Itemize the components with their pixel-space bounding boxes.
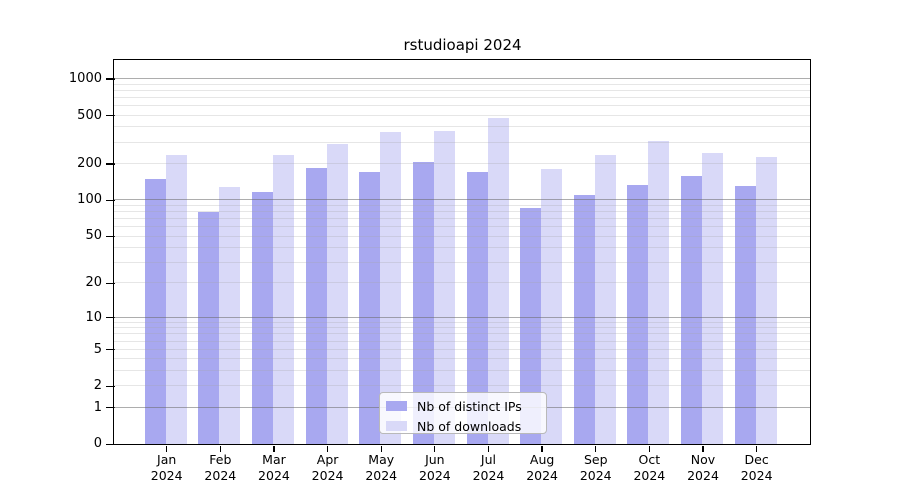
- bar-downloads-mar: [273, 155, 295, 444]
- x-tick: [755, 445, 758, 452]
- y-tick: [105, 407, 115, 409]
- bar-downloads-apr: [326, 144, 348, 444]
- bar-ips-jun: [412, 161, 434, 444]
- x-tick-label-sep: Sep 2024: [579, 452, 612, 483]
- bar-downloads-dec: [755, 157, 777, 444]
- x-tick: [326, 445, 329, 452]
- y-tick: [105, 78, 115, 80]
- y-tick-label: 0: [93, 436, 102, 452]
- y-tick-label: 100: [77, 192, 102, 208]
- y-tick-label: 5: [93, 341, 102, 357]
- y-tick-label: 1: [93, 399, 102, 415]
- bar-downloads-oct: [648, 140, 670, 444]
- bar-downloads-feb: [219, 186, 241, 444]
- x-tick-label-nov: Nov 2024: [687, 452, 719, 483]
- y-tick-label: 200: [77, 155, 102, 171]
- x-tick-label-dec: Dec 2024: [740, 452, 773, 483]
- x-tick: [702, 445, 704, 452]
- x-tick-label-mar: Mar 2024: [258, 452, 290, 483]
- bar-ips-apr: [305, 168, 327, 444]
- x-tick-label-may: May 2024: [365, 452, 398, 483]
- y-tick: [105, 385, 115, 387]
- x-tick: [380, 445, 382, 452]
- bar-ips-dec: [734, 186, 756, 444]
- bar-ips-jan: [144, 179, 166, 444]
- y-tick-label: 500: [77, 107, 102, 123]
- y-tick-label: 1000: [68, 70, 102, 86]
- chart-title: rstudioapi 2024: [403, 36, 522, 54]
- bar-ips-mar: [252, 191, 274, 444]
- x-tick: [648, 445, 651, 452]
- y-tick-label: 10: [85, 309, 102, 325]
- bar-downloads-may: [380, 131, 402, 444]
- legend: Nb of distinct IPs Nb of downloads: [379, 392, 547, 434]
- legend-swatch-downloads-icon: [386, 420, 407, 432]
- y-tick: [105, 316, 115, 319]
- legend-label-downloads: Nb of downloads: [417, 418, 522, 434]
- y-tick-label: 2: [93, 378, 102, 394]
- x-tick: [595, 445, 597, 452]
- bar-downloads-jun: [433, 131, 455, 444]
- y-tick: [105, 282, 115, 284]
- x-tick-label-jun: Jun 2024: [418, 452, 451, 483]
- bar-ips-jul: [466, 172, 488, 444]
- x-tick: [541, 445, 543, 452]
- x-tick: [273, 445, 275, 452]
- y-tick: [105, 235, 115, 238]
- x-tick: [434, 445, 436, 452]
- y-tick: [105, 114, 115, 117]
- y-tick: [105, 163, 115, 165]
- x-tick: [487, 445, 490, 452]
- legend-item-downloads: Nb of downloads: [380, 418, 546, 434]
- y-tick: [105, 348, 115, 351]
- bars-layer: [114, 60, 810, 444]
- legend-label-ips: Nb of distinct IPs: [417, 398, 522, 414]
- x-tick-label-jan: Jan 2024: [150, 452, 183, 483]
- y-tick: [105, 443, 115, 446]
- x-tick-label-jul: Jul 2024: [472, 452, 505, 483]
- x-tick-label-aug: Aug 2024: [526, 452, 559, 483]
- legend-item-ips: Nb of distinct IPs: [380, 398, 546, 414]
- bar-downloads-jan: [165, 155, 187, 444]
- bar-downloads-sep: [594, 154, 616, 444]
- y-tick-label: 50: [85, 228, 102, 244]
- x-tick: [219, 445, 221, 452]
- x-tick-label-oct: Oct 2024: [633, 452, 666, 483]
- bar-ips-aug: [520, 207, 542, 444]
- bar-ips-nov: [681, 175, 703, 444]
- y-tick: [105, 199, 115, 201]
- bar-ips-sep: [573, 194, 595, 444]
- bar-ips-may: [359, 172, 381, 444]
- x-tick: [166, 445, 168, 452]
- bar-downloads-aug: [541, 168, 563, 444]
- x-tick-label-apr: Apr 2024: [311, 452, 344, 483]
- bar-downloads-nov: [702, 152, 724, 444]
- bar-ips-feb: [198, 211, 220, 444]
- legend-swatch-ips-icon: [386, 400, 407, 412]
- bar-ips-oct: [627, 184, 649, 444]
- x-tick-label-feb: Feb 2024: [204, 452, 237, 483]
- y-tick-label: 20: [85, 275, 102, 291]
- plot-area: [113, 59, 811, 445]
